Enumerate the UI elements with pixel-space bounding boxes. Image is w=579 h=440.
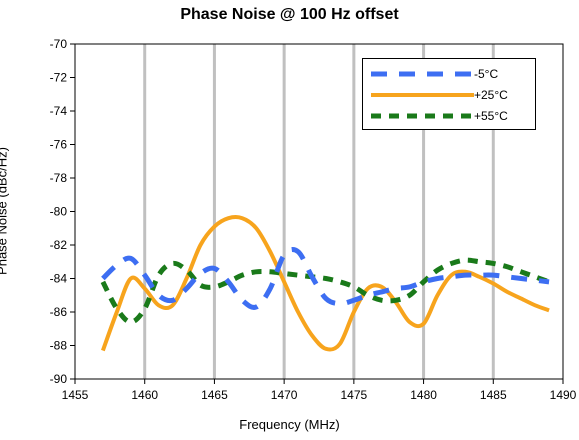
y-tick-label: -90 xyxy=(50,372,68,386)
chart-title: Phase Noise @ 100 Hz offset xyxy=(180,6,399,23)
legend-item: +55°C xyxy=(363,106,535,126)
y-tick-label: -70 xyxy=(50,37,68,51)
legend-label: -5°C xyxy=(474,67,499,81)
y-tick-label: -74 xyxy=(50,104,68,118)
x-tick-label: 1490 xyxy=(550,388,577,402)
legend-item: +25°C xyxy=(363,85,535,105)
legend-label: +55°C xyxy=(474,109,508,123)
y-tick-label: -80 xyxy=(50,205,68,219)
y-tick-label: -86 xyxy=(50,305,68,319)
y-axis-label: Phase Noise (dBc/Hz) xyxy=(0,147,10,275)
y-tick-label: -82 xyxy=(50,238,68,252)
y-tick-label: -78 xyxy=(50,171,68,185)
x-tick-label: 1455 xyxy=(62,388,89,402)
legend-label: +25°C xyxy=(474,88,508,102)
legend-swatch-icon xyxy=(371,93,474,97)
x-axis-label: Frequency (MHz) xyxy=(239,417,340,432)
x-tick-label: 1470 xyxy=(271,388,298,402)
axis-ticks: 1455 1460 1465 1470 1475 1480 1485 1490 -90 -88 -8… xyxy=(50,37,577,402)
y-tick-label: -76 xyxy=(50,138,68,152)
y-tick-label: -88 xyxy=(50,339,68,353)
series-line xyxy=(101,215,550,352)
series-line xyxy=(101,247,550,310)
x-tick-label: 1475 xyxy=(341,388,368,402)
x-tick-label: 1465 xyxy=(201,388,228,402)
legend: -5°C +25°C +55°C xyxy=(362,58,536,130)
legend-swatch-icon xyxy=(371,71,474,77)
x-tick-label: 1460 xyxy=(131,388,158,402)
y-tick-label: -72 xyxy=(50,71,68,85)
x-tick-label: 1485 xyxy=(480,388,507,402)
series-line xyxy=(100,257,550,325)
y-tick-label: -84 xyxy=(50,272,68,286)
legend-item: -5°C xyxy=(363,64,535,84)
x-tick-label: 1480 xyxy=(410,388,437,402)
series-layer xyxy=(100,215,550,352)
legend-swatch-icon xyxy=(371,113,474,119)
